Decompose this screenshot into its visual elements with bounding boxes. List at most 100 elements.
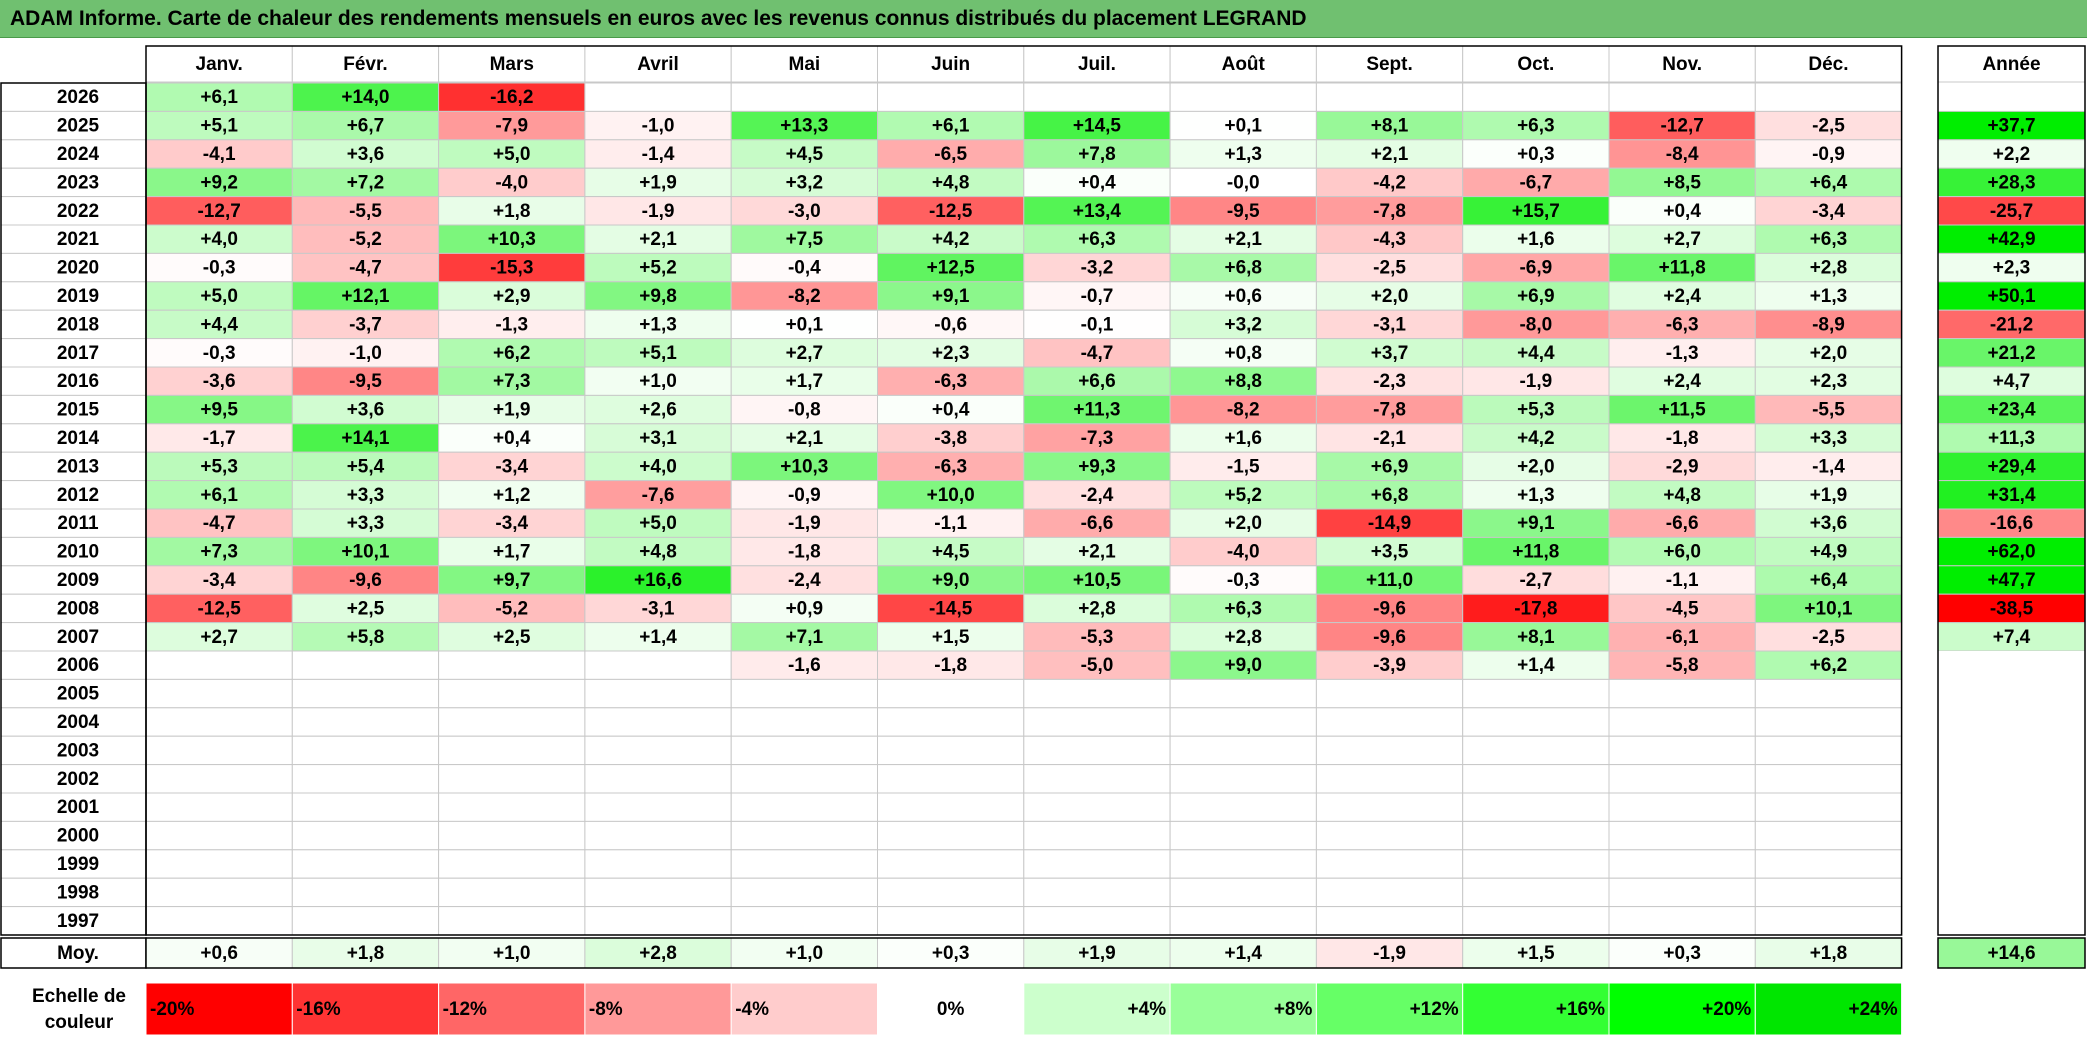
heatmap-cell: [1315, 82, 1464, 112]
cell-value: +4,8: [639, 542, 677, 563]
cell-value: +4,9: [1810, 542, 1848, 563]
heatmap-cell: [584, 820, 732, 851]
heatmap-cell: [1169, 281, 1317, 311]
year-label: 2019: [57, 286, 99, 307]
heatmap-cell: [1754, 338, 1903, 368]
heatmap-cell: [1754, 82, 1903, 112]
cell-value: -6,3: [934, 371, 967, 392]
annual-value: -21,2: [1990, 314, 2033, 335]
cell-value: +16,6: [634, 570, 682, 591]
annual-cell: [1938, 651, 2085, 680]
cell-value: +5,3: [200, 456, 238, 477]
year-label-cell: [0, 252, 147, 283]
heatmap-cell: [291, 451, 440, 482]
cell-value: +6,7: [347, 116, 385, 137]
cell-value: -3,0: [788, 201, 821, 222]
heatmap-cell: [1169, 224, 1317, 254]
cell-value: -3,6: [203, 371, 236, 392]
cell-value: +2,8: [1810, 258, 1848, 279]
heatmap-cell: [145, 735, 293, 766]
cell-value: +6,4: [1810, 570, 1848, 591]
cell-value: +6,0: [1663, 542, 1701, 563]
cell-value: +0,4: [493, 428, 531, 449]
heatmap-cell: [1754, 906, 1903, 936]
heatmap-cell: [1023, 820, 1171, 851]
year-label-cell: [0, 196, 147, 226]
heatmap-cell: [877, 906, 1025, 936]
cell-value: +2,1: [639, 229, 677, 250]
annual-cell: [1938, 679, 2085, 708]
heatmap-cell: [1315, 480, 1464, 510]
cell-value: +10,0: [927, 485, 975, 506]
cell-value: +7,3: [493, 371, 531, 392]
cell-value: +2,7: [1663, 229, 1701, 250]
heatmap-cell: [1608, 678, 1756, 709]
cell-value: -4,7: [1081, 343, 1114, 364]
month-header-1: Janv.: [196, 54, 243, 75]
heatmap-cell: [291, 678, 440, 709]
heatmap-cell: [730, 423, 879, 453]
color-scale-step-label: -8%: [589, 999, 623, 1020]
cell-value: +8,8: [1224, 371, 1262, 392]
year-label: 2016: [57, 371, 99, 392]
cell-value: +1,3: [1517, 485, 1555, 506]
heatmap-cell: [291, 252, 440, 283]
heatmap-cell: [1608, 565, 1756, 595]
cell-value: +9,2: [200, 172, 238, 193]
heatmap-cell: [730, 764, 879, 794]
heatmap-cell: [1754, 366, 1903, 396]
color-scale-step-label: 0%: [937, 999, 965, 1020]
heatmap-cell: [877, 224, 1025, 254]
heatmap-cell: [1315, 508, 1464, 538]
cell-value: +2,0: [1517, 456, 1555, 477]
cell-value: -6,6: [1666, 513, 1699, 534]
annual-value: +29,4: [1987, 456, 2036, 477]
heatmap-cell: [291, 650, 440, 680]
cell-value: -1,1: [934, 513, 967, 534]
cell-value: -0,4: [788, 258, 821, 279]
cell-value: -3,2: [1081, 258, 1114, 279]
heatmap-cell: [1462, 82, 1610, 112]
average-label-cell: [0, 937, 147, 969]
heatmap-cell: [1754, 451, 1903, 482]
heatmap-cell: [1754, 196, 1903, 226]
heatmap-cell: [145, 309, 293, 340]
annual-cell: [1937, 139, 2086, 169]
heatmap-cell: [877, 309, 1025, 340]
cell-value: -0,9: [1812, 144, 1845, 165]
heatmap-cell: [1462, 508, 1610, 538]
cell-value: -1,0: [642, 116, 675, 137]
heatmap-cell: [877, 82, 1025, 112]
heatmap-cell: [877, 167, 1025, 198]
heatmap-cell: [1608, 252, 1756, 283]
heatmap-cell: [1608, 480, 1756, 510]
heatmap-cell: [584, 622, 732, 652]
cell-value: +6,1: [200, 485, 238, 506]
cell-value: +4,5: [932, 542, 970, 563]
heatmap-cell: [291, 820, 440, 851]
cell-value: +5,1: [639, 343, 677, 364]
heatmap-cell: [877, 196, 1025, 226]
cell-value: +1,8: [493, 201, 531, 222]
cell-value: +2,4: [1663, 286, 1701, 307]
month-header-cell: [145, 45, 293, 83]
annual-value: -38,5: [1990, 598, 2034, 619]
color-scale-swatch: [730, 982, 879, 1036]
heatmap-cell: [877, 792, 1025, 822]
heatmap-cell: [1023, 394, 1171, 425]
color-scale-swatch: [1754, 982, 1903, 1036]
heatmap-cell: [291, 394, 440, 425]
heatmap-cell: [1462, 366, 1610, 396]
cell-value: -8,2: [1227, 400, 1260, 421]
color-scale-step-label: +8%: [1274, 999, 1313, 1020]
heatmap-cell: [730, 281, 879, 311]
cell-value: +10,3: [780, 456, 828, 477]
annual-value: +62,0: [1987, 542, 2035, 563]
annual-column-border: [1937, 45, 2086, 936]
heatmap-cell: [877, 423, 1025, 453]
cell-value: -15,3: [490, 258, 533, 279]
cell-value: -14,5: [929, 598, 973, 619]
annual-value: +37,7: [1987, 116, 2035, 137]
year-label-cell: [0, 451, 147, 482]
heatmap-cell: [730, 82, 879, 112]
